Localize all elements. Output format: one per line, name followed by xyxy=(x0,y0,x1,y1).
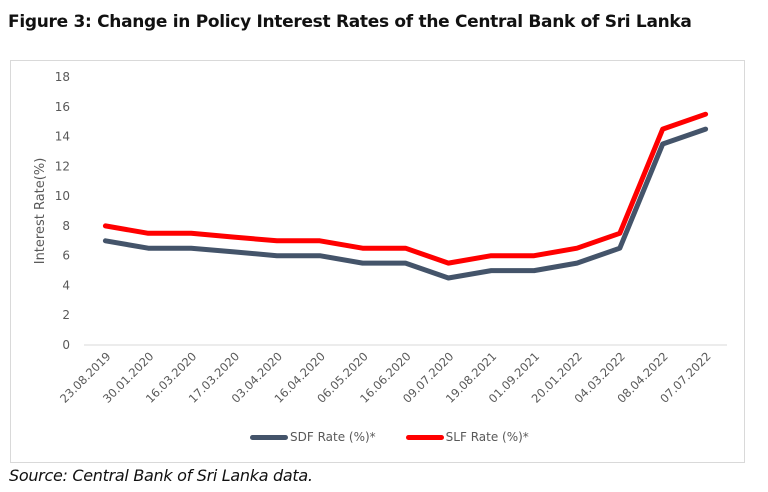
series-line-slf xyxy=(102,111,709,266)
legend-label-slf: SLF Rate (%)* xyxy=(445,430,529,444)
y-tick-label: 2 xyxy=(62,308,70,322)
y-tick-label: 0 xyxy=(62,338,70,352)
series-line-sdf xyxy=(102,126,709,281)
x-axis-ticks: 23.08.201930.01.202016.03.202017.03.2020… xyxy=(57,349,714,405)
source-note: Source: Central Bank of Sri Lanka data. xyxy=(9,466,313,485)
y-tick-label: 18 xyxy=(55,70,70,84)
y-axis-label: Interest Rate(%) xyxy=(33,158,48,265)
legend: SDF Rate (%)* SLF Rate (%)* xyxy=(250,430,529,444)
y-tick-label: 4 xyxy=(62,278,70,292)
y-tick-label: 16 xyxy=(55,100,70,114)
figure-title: Figure 3: Change in Policy Interest Rate… xyxy=(8,12,692,32)
legend-item-slf: SLF Rate (%)* xyxy=(405,430,529,444)
legend-item-sdf: SDF Rate (%)* xyxy=(250,430,376,444)
y-tick-label: 8 xyxy=(62,219,70,233)
y-tick-label: 10 xyxy=(55,189,70,203)
legend-label-sdf: SDF Rate (%)* xyxy=(290,430,376,444)
chart-frame xyxy=(10,60,745,463)
y-tick-label: 14 xyxy=(55,130,70,144)
y-tick-label: 12 xyxy=(55,159,70,173)
y-axis-ticks: 0 2 4 6 8 10 12 14 16 18 xyxy=(55,70,70,352)
legend-swatch-slf xyxy=(405,434,444,440)
y-tick-label: 6 xyxy=(62,249,70,263)
legend-swatch-sdf xyxy=(250,434,288,440)
series-lines xyxy=(102,111,709,281)
